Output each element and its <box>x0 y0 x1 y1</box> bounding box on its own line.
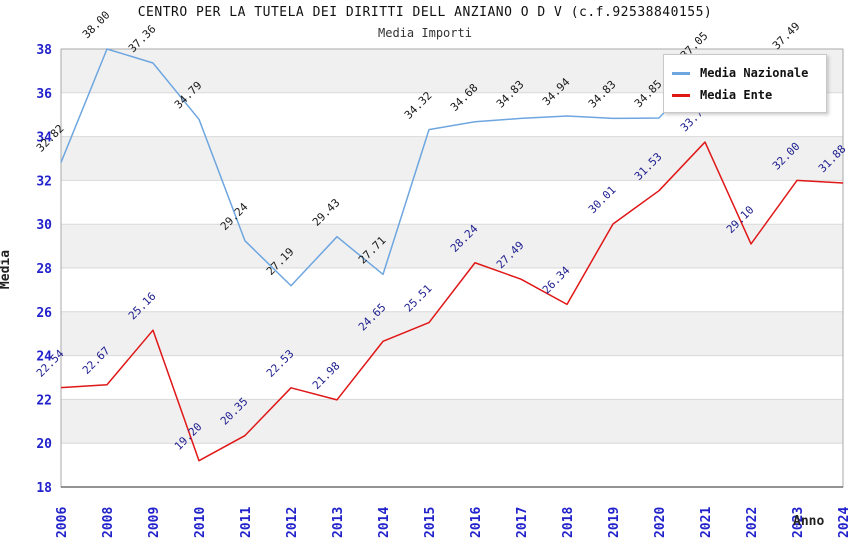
x-tick-label: 2021 <box>699 507 714 538</box>
band <box>61 311 843 356</box>
y-tick-label: 18 <box>36 481 52 496</box>
legend-swatch <box>672 71 690 75</box>
series-line-media-ente <box>60 141 844 462</box>
band <box>61 224 843 268</box>
y-tick-label: 20 <box>36 437 52 452</box>
y-tick-label: 38 <box>36 43 52 58</box>
legend-label: Media Ente <box>700 88 773 102</box>
x-tick-label: 2016 <box>469 507 484 538</box>
data-label: 30.01 <box>586 183 619 216</box>
legend-label: Media Nazionale <box>700 66 809 80</box>
legend: Media Nazionale Media Ente <box>663 54 827 113</box>
band <box>61 136 843 181</box>
x-tick-label: 2015 <box>423 507 438 538</box>
y-axis-title: Media <box>0 249 14 290</box>
data-label: 26.34 <box>540 264 573 297</box>
x-tick-label: 2022 <box>745 507 760 538</box>
y-tick-label: 28 <box>36 262 52 277</box>
x-axis-title: Anno <box>793 514 825 529</box>
x-tick-label: 2018 <box>561 507 576 538</box>
legend-item: Media Ente <box>672 84 818 106</box>
x-tick-label: 2013 <box>331 507 346 538</box>
data-label: 21.98 <box>310 359 343 392</box>
y-tick-label: 26 <box>36 306 52 321</box>
band <box>61 399 843 444</box>
x-tick-label: 2020 <box>653 507 668 538</box>
data-label: 38.00 <box>80 9 113 42</box>
x-tick-label: 2012 <box>285 507 300 538</box>
data-label: 37.49 <box>770 20 803 53</box>
x-tick-label: 2010 <box>193 507 208 538</box>
y-tick-label: 22 <box>36 393 52 408</box>
x-tick-label: 2011 <box>239 507 254 538</box>
y-tick-label: 30 <box>36 218 52 233</box>
data-label: 25.51 <box>402 282 435 315</box>
x-tick-label: 2014 <box>377 507 392 538</box>
y-tick-label: 32 <box>36 174 52 189</box>
x-tick-label: 2008 <box>101 507 116 538</box>
chart-title: CENTRO PER LA TUTELA DEI DIRITTI DELL AN… <box>137 5 713 20</box>
x-tick-label: 2023 <box>791 507 806 538</box>
x-tick-label: 2019 <box>607 507 622 538</box>
y-tick-label: 34 <box>36 131 52 146</box>
x-tick-label: 2009 <box>147 507 162 538</box>
data-label: 34.32 <box>402 89 435 122</box>
x-axis-ticks: 2006 2008 2009 2010 2011 2012 2013 2014 2015 2016… <box>55 507 850 538</box>
x-tick-label: 2017 <box>515 507 530 538</box>
x-tick-label: 2024 <box>837 507 850 538</box>
series-line-media-nazionale <box>60 48 798 287</box>
y-tick-label: 36 <box>36 87 52 102</box>
x-tick-label: 2006 <box>55 507 70 538</box>
legend-item: Media Nazionale <box>672 62 818 84</box>
y-axis-ticks: 18 20 22 24 26 28 30 32 34 36 38 <box>36 43 52 496</box>
y-tick-label: 24 <box>36 350 52 365</box>
plot-bands <box>61 49 843 444</box>
legend-swatch <box>672 93 690 97</box>
chart-subtitle: Media Importi <box>378 26 472 40</box>
